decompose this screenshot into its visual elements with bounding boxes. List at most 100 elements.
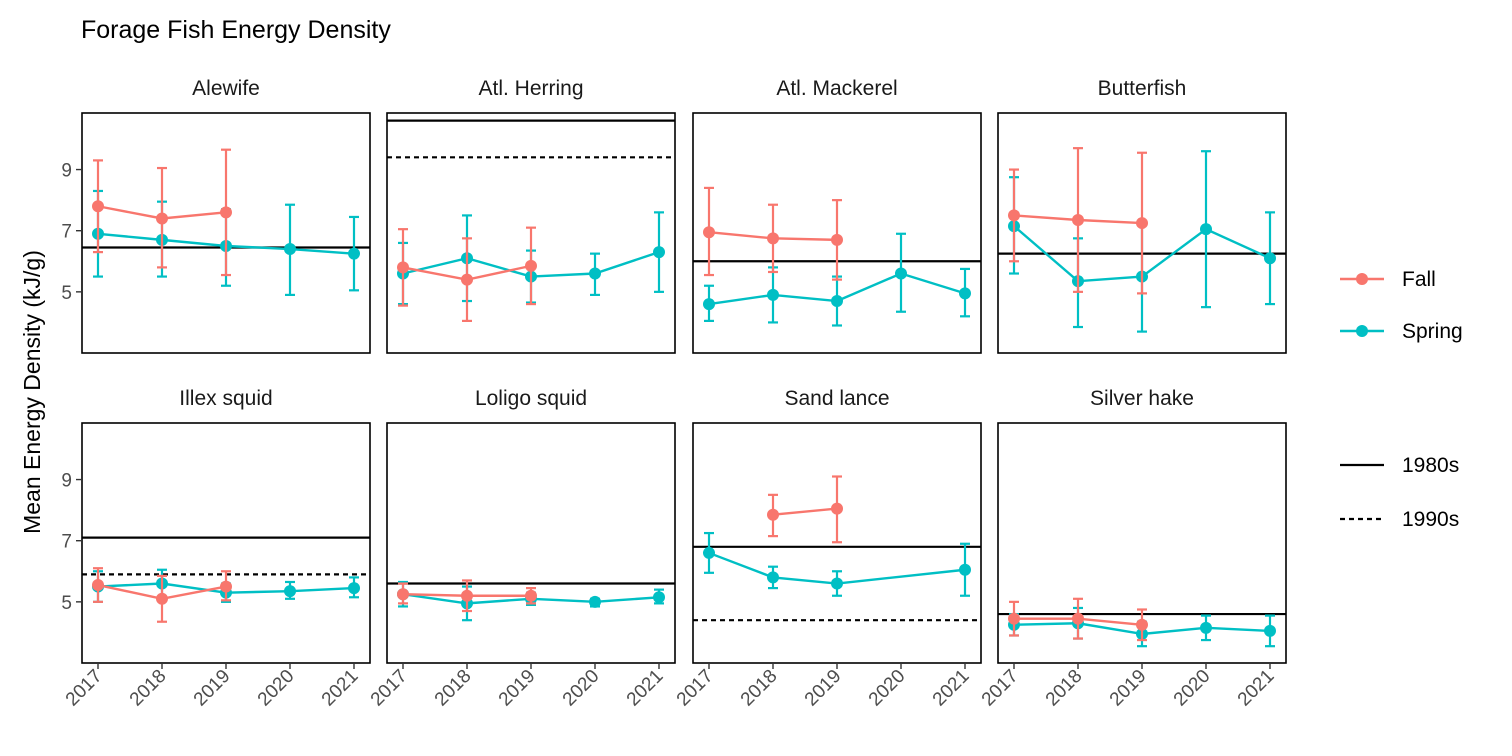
x-tick-label: 2019 xyxy=(495,666,540,711)
x-tick-label: 2019 xyxy=(1106,666,1151,711)
spring-point xyxy=(767,571,779,584)
spring-point xyxy=(1200,223,1212,236)
panel-title: Illex squid xyxy=(179,387,272,410)
x-tick-label: 2021 xyxy=(318,666,363,711)
panel-atl-herring: Atl. Herring xyxy=(386,77,676,354)
fall-point xyxy=(1008,612,1020,625)
spring-point xyxy=(703,546,715,559)
panel-sand-lance: Sand lance 2017 2018 2019 2020 2021 xyxy=(673,387,982,711)
legend: Fall Spring 1980s 1990s xyxy=(1340,268,1463,531)
panel-title: Sand lance xyxy=(784,387,889,410)
legend-item-spring: Spring xyxy=(1340,320,1463,343)
spring-point xyxy=(589,267,601,280)
spring-point xyxy=(831,577,843,590)
fall-point xyxy=(92,200,104,213)
spring-point xyxy=(284,243,296,256)
panel-alewife: Alewife 5 7 9 xyxy=(61,77,371,354)
y-axis-label: Mean Energy Density (kJ/g) xyxy=(19,250,45,534)
legend-item-fall: Fall xyxy=(1340,268,1436,291)
spring-point xyxy=(959,563,971,576)
fall-point xyxy=(1072,612,1084,625)
spring-point xyxy=(895,267,907,280)
panel-title: Loligo squid xyxy=(475,387,587,410)
x-tick-label: 2018 xyxy=(1042,666,1087,711)
x-tick-label: 2018 xyxy=(737,666,782,711)
fall-point xyxy=(220,580,232,593)
x-tick-label: 2018 xyxy=(126,666,171,711)
fall-point xyxy=(461,273,473,286)
x-tick-label: 2021 xyxy=(929,666,974,711)
legend-label: Fall xyxy=(1402,268,1436,291)
legend-item-1990s: 1990s xyxy=(1340,508,1459,531)
fall-point xyxy=(703,226,715,239)
legend-key-point xyxy=(1356,325,1368,337)
fall-point xyxy=(397,588,409,601)
legend-item-1980s: 1980s xyxy=(1340,454,1459,477)
panel-title: Atl. Mackerel xyxy=(776,77,897,100)
x-tick-label: 2019 xyxy=(801,666,846,711)
x-tick-label: 2020 xyxy=(559,666,604,711)
spring-point xyxy=(959,287,971,300)
spring-point xyxy=(284,585,296,598)
x-tick-label: 2021 xyxy=(1234,666,1279,711)
fall-point xyxy=(767,232,779,245)
x-tick-label: 2020 xyxy=(1170,666,1215,711)
fall-series-line xyxy=(772,507,838,516)
x-tick-label: 2017 xyxy=(367,666,412,711)
panel-border xyxy=(386,112,676,354)
spring-point xyxy=(653,591,665,604)
y-tick-label: 7 xyxy=(61,532,72,553)
x-tick-label: 2020 xyxy=(865,666,910,711)
fall-point xyxy=(831,502,843,515)
x-tick-label: 2018 xyxy=(431,666,476,711)
chart-title: Forage Fish Energy Density xyxy=(81,16,391,44)
fall-point xyxy=(525,259,537,272)
spring-point xyxy=(348,582,360,595)
x-tick-label: 2017 xyxy=(62,666,107,711)
spring-point xyxy=(348,247,360,260)
x-tick-label: 2017 xyxy=(978,666,1023,711)
legend-label: Spring xyxy=(1402,320,1463,343)
panel-title: Silver hake xyxy=(1090,387,1194,410)
panel-border xyxy=(81,112,371,354)
panel-border xyxy=(692,112,982,354)
fall-point xyxy=(156,592,168,605)
panel-loligo-squid: Loligo squid 2017 2018 2019 2020 2021 xyxy=(367,387,676,711)
panel-border xyxy=(81,422,371,664)
legend-key-point xyxy=(1356,273,1368,285)
y-tick-label: 9 xyxy=(61,161,72,182)
y-tick-label: 5 xyxy=(61,593,72,614)
fall-point xyxy=(1136,618,1148,631)
spring-point xyxy=(1264,624,1276,637)
fall-point xyxy=(1008,209,1020,222)
x-tick-label: 2020 xyxy=(254,666,299,711)
spring-point xyxy=(1264,252,1276,265)
x-tick-label: 2021 xyxy=(623,666,668,711)
panel-title: Butterfish xyxy=(1098,77,1187,100)
spring-series-line xyxy=(708,551,966,585)
x-tick-label: 2019 xyxy=(190,666,235,711)
panel-border xyxy=(386,422,676,664)
panel-atl-mackerel: Atl. Mackerel xyxy=(692,77,982,354)
fall-point xyxy=(1136,217,1148,230)
spring-point xyxy=(589,595,601,608)
fall-point xyxy=(767,508,779,521)
fall-point xyxy=(461,589,473,602)
spring-point xyxy=(1200,621,1212,634)
fall-point xyxy=(525,589,537,602)
fall-point xyxy=(220,206,232,219)
x-tick-label: 2017 xyxy=(673,666,718,711)
y-tick-label: 9 xyxy=(61,471,72,492)
panel-border xyxy=(997,112,1287,354)
spring-point xyxy=(767,288,779,301)
panel-butterfish: Butterfish xyxy=(997,77,1287,354)
spring-point xyxy=(653,246,665,259)
panel-title: Alewife xyxy=(192,77,260,100)
fall-point xyxy=(92,579,104,592)
facet-panels: Alewife 5 7 9 Atl. Herring Atl. Mackerel Butte… xyxy=(61,77,1287,711)
fall-point xyxy=(831,233,843,246)
fall-point xyxy=(1072,214,1084,227)
spring-point xyxy=(831,295,843,308)
legend-label: 1980s xyxy=(1402,454,1459,477)
